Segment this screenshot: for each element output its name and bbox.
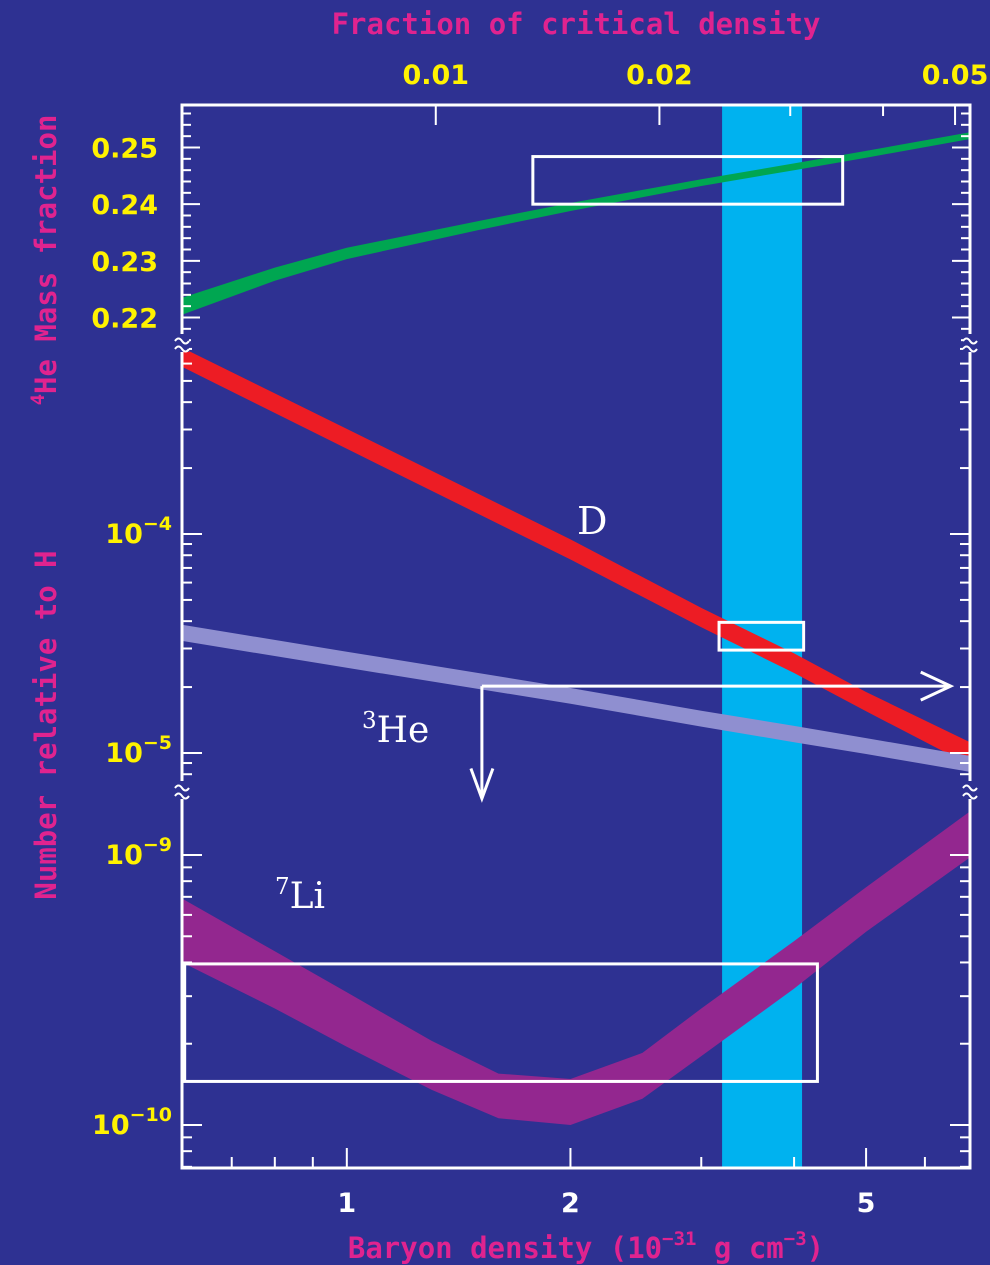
x-tick-label: 1 [337, 1188, 356, 1219]
top-tick-label: 0.05 [922, 60, 989, 91]
he3-label-sup: 3 [362, 708, 377, 734]
number-axis-title: Number relative to H [29, 550, 63, 899]
li7-label-main: Li [290, 876, 325, 917]
x-axis-title-exp2: −3 [784, 1228, 807, 1250]
he4-tick-label: 0.22 [91, 304, 158, 335]
number-tick-base: 10 [105, 738, 143, 769]
deuterium-label: D [577, 499, 607, 543]
deuterium-band [182, 347, 970, 766]
x-axis-title: Baryon density (10−31 g cm−3) [348, 1228, 824, 1265]
axis-break-mark [962, 345, 978, 353]
li7-label: 7Li [275, 874, 325, 917]
number-tick-exp: −9 [143, 834, 172, 856]
x-tick-label: 2 [561, 1188, 580, 1219]
number-tick-base: 10 [105, 519, 143, 550]
top-axis-title: Fraction of critical density [332, 7, 821, 41]
x-axis-title-main: Baryon density (10 [348, 1231, 662, 1265]
he3-limit-right-arrowhead [920, 670, 955, 702]
he4-axis-title-sup: 4 [27, 394, 49, 405]
series-layer [182, 132, 970, 1125]
he4-observation-box [531, 155, 845, 206]
tick-layer: 1 2 50.01 0.02 0.050.250.240.230.2210−410−51… [91, 60, 988, 1219]
axis-break-mark [962, 784, 978, 792]
plot-frame [180, 103, 972, 1170]
he3-label: 3He [362, 708, 429, 751]
number-tick-exp: −4 [143, 513, 172, 535]
he4-tick-label: 0.25 [91, 134, 158, 165]
li7-band [182, 811, 970, 1125]
he4-band [182, 132, 970, 315]
axis-break-mark [174, 337, 190, 345]
li7-observation-box [183, 962, 819, 1083]
number-tick-label: 10−4 [105, 513, 172, 550]
number-tick-label: 10−10 [92, 1104, 172, 1141]
x-axis-title-end: ) [807, 1231, 824, 1265]
observation-box-layer [183, 155, 845, 1083]
x-tick-label: 5 [857, 1188, 876, 1219]
number-tick-exp: −5 [143, 732, 172, 754]
number-tick-label: 10−5 [105, 732, 172, 769]
he3-band [182, 624, 970, 772]
number-tick-base: 10 [105, 840, 143, 871]
axis-break-mark [962, 337, 978, 345]
number-tick-label: 10−9 [105, 834, 172, 871]
axis-break-mark [174, 784, 190, 792]
deuterium-observation-box [717, 620, 806, 652]
number-tick-exp: −10 [130, 1104, 172, 1126]
he4-tick-label: 0.23 [91, 247, 158, 278]
li7-label-sup: 7 [275, 874, 290, 900]
top-tick-label: 0.01 [402, 60, 469, 91]
he3-label-main: He [377, 710, 430, 751]
axis-break-mark [962, 792, 978, 800]
he4-tick-label: 0.24 [91, 190, 158, 221]
top-tick-label: 0.02 [626, 60, 693, 91]
axis-break-mark [174, 792, 190, 800]
he3-limit-layer [469, 670, 955, 803]
x-axis-title-mid: g cm [696, 1231, 783, 1265]
axis-break-layer [174, 334, 978, 800]
number-tick-base: 10 [92, 1110, 130, 1141]
x-axis-title-exp1: −31 [662, 1228, 696, 1250]
axis-break-mark [174, 345, 190, 353]
he4-axis-title-main: He Mass fraction [29, 115, 63, 394]
he3-limit-down-arrowhead [469, 767, 495, 803]
he4-axis-title: 4He Mass fraction [27, 115, 63, 406]
